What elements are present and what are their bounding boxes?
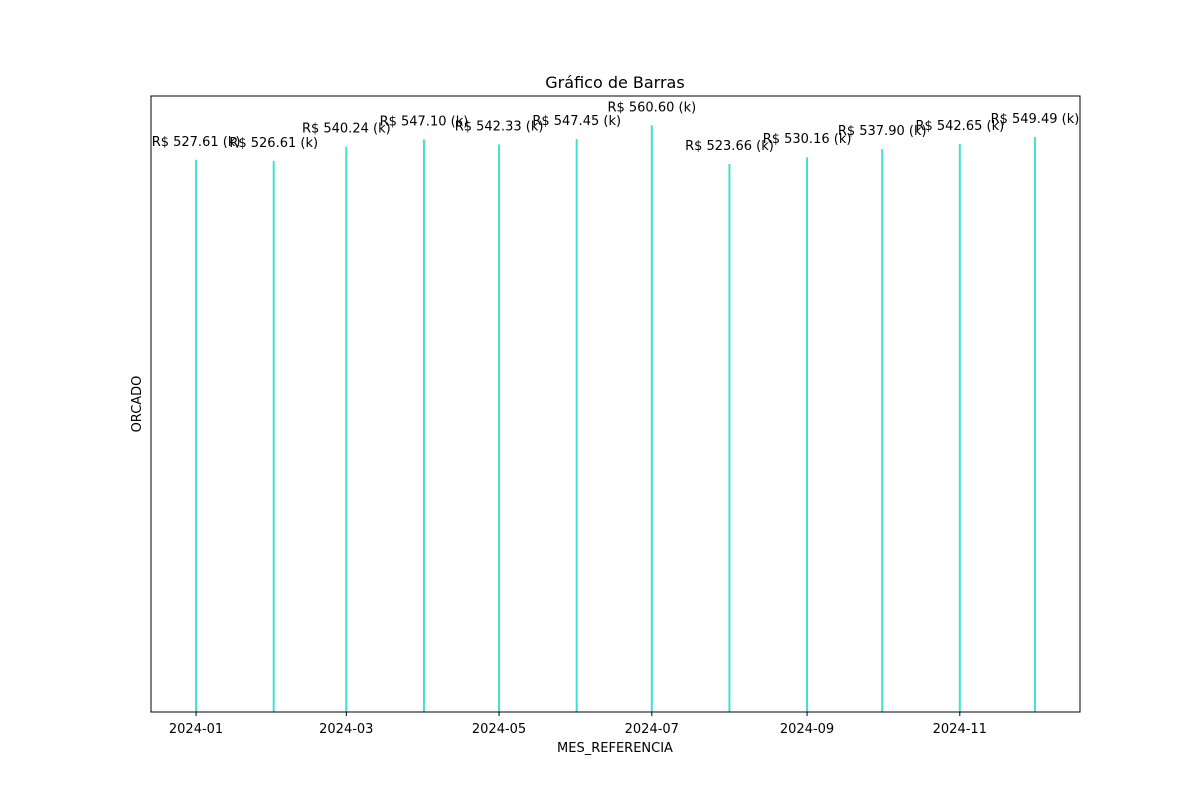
bar bbox=[345, 146, 348, 713]
x-tick-label: 2024-05 bbox=[472, 722, 526, 737]
bar bbox=[806, 157, 809, 712]
value-label: R$ 560.60 (k) bbox=[607, 100, 696, 115]
bar bbox=[881, 149, 884, 712]
bar bbox=[575, 139, 578, 712]
x-tick-label: 2024-03 bbox=[319, 722, 373, 737]
value-label: R$ 530.16 (k) bbox=[763, 132, 852, 147]
x-tick-label: 2024-01 bbox=[169, 722, 223, 737]
value-label: R$ 523.66 (k) bbox=[685, 139, 774, 154]
value-label: R$ 542.65 (k) bbox=[915, 119, 1004, 134]
bar bbox=[1033, 136, 1036, 712]
bar bbox=[422, 139, 425, 712]
bar bbox=[728, 163, 731, 712]
value-labels-layer: R$ 527.61 (k)R$ 526.61 (k)R$ 540.24 (k)R… bbox=[152, 100, 1080, 154]
chart-title: Gráfico de Barras bbox=[545, 73, 684, 92]
value-label: R$ 549.49 (k) bbox=[991, 112, 1080, 127]
value-label: R$ 547.10 (k) bbox=[380, 114, 469, 129]
bar bbox=[958, 144, 961, 713]
bar bbox=[498, 144, 501, 713]
y-axis-label: ORCADO bbox=[130, 376, 145, 433]
value-label: R$ 540.24 (k) bbox=[302, 122, 391, 137]
bar bbox=[195, 159, 198, 712]
bars-layer bbox=[195, 125, 1036, 713]
value-label: R$ 547.45 (k) bbox=[532, 114, 621, 129]
value-label: R$ 537.90 (k) bbox=[838, 124, 927, 139]
bar bbox=[272, 160, 275, 712]
x-axis-label: MES_REFERENCIA bbox=[557, 741, 673, 756]
bar bbox=[650, 125, 653, 713]
value-label: R$ 542.33 (k) bbox=[455, 119, 544, 134]
x-ticks-layer: 2024-01 2024-03 2024-05 2024-07 2024-09 2024-… bbox=[169, 712, 987, 737]
plot-frame bbox=[150, 95, 1081, 713]
value-label: R$ 526.61 (k) bbox=[229, 136, 318, 151]
x-tick-label: 2024-09 bbox=[780, 722, 834, 737]
x-tick-label: 2024-07 bbox=[625, 722, 679, 737]
value-label: R$ 527.61 (k) bbox=[152, 135, 241, 150]
x-tick-label: 2024-11 bbox=[933, 722, 987, 737]
